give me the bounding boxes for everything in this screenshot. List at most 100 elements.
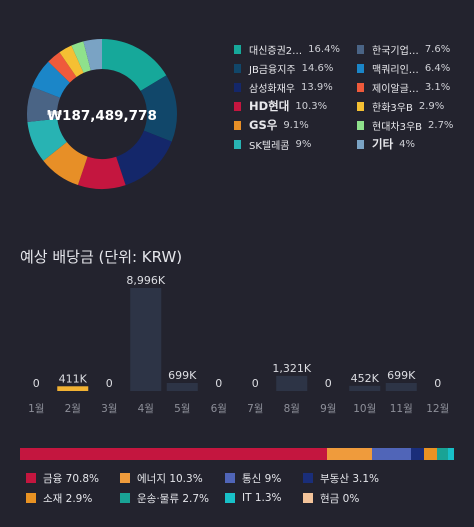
- legend-item-3[interactable]: 삼성화재우 13.9%: [234, 79, 333, 95]
- month-label: 12월: [426, 403, 449, 415]
- legend-percent: 4%: [399, 138, 416, 150]
- bar-value-label: 0: [106, 377, 113, 390]
- category-label: 금융 70.8%: [43, 472, 100, 485]
- bar-4월[interactable]: [130, 288, 162, 391]
- category-legend-item[interactable]: IT 1.3%: [225, 490, 282, 506]
- month-label: 7월: [247, 403, 263, 415]
- legend-swatch: [234, 139, 241, 149]
- category-swatch: [26, 473, 36, 483]
- category-legend-item[interactable]: 부동산 3.1%: [303, 470, 379, 486]
- legend-item-2[interactable]: JB금융지주 14.6%: [234, 60, 333, 76]
- legend-name: 현대차3우B: [372, 121, 423, 133]
- breakdown-segment-2: [326, 448, 372, 460]
- legend-item-12[interactable]: 기타 4%: [357, 136, 415, 152]
- category-legend-item[interactable]: 현금 0%: [303, 490, 359, 506]
- legend-percent: 13.9%: [301, 81, 333, 93]
- breakdown-segment-4: [410, 448, 425, 460]
- bar-11월[interactable]: [385, 382, 417, 391]
- donut-slice-4[interactable]: [77, 156, 126, 189]
- legend-name: 한국기업…: [372, 45, 419, 57]
- bar-10월[interactable]: [349, 385, 381, 391]
- breakdown-segment-1: [20, 448, 327, 460]
- bar-value-label: 699K: [168, 369, 197, 382]
- legend-item-5[interactable]: GS우 9.1%: [234, 117, 309, 133]
- bar-value-label: 8,996K: [126, 274, 165, 287]
- category-legend-item[interactable]: 에너지 10.3%: [120, 470, 203, 486]
- category-swatch: [120, 493, 130, 503]
- legend-item-7[interactable]: 한국기업… 7.6%: [357, 41, 450, 57]
- month-label: 8월: [284, 403, 300, 415]
- month-label: 4월: [138, 403, 154, 415]
- donut-slice-1[interactable]: [102, 39, 167, 91]
- month-label: 11월: [390, 403, 413, 415]
- legend-item-4[interactable]: HD현대 10.3%: [234, 98, 327, 114]
- donut-slice-5[interactable]: [43, 142, 88, 186]
- legend-swatch: [357, 44, 364, 54]
- bar-value-label: 699K: [387, 369, 416, 382]
- donut-slice-11[interactable]: [71, 41, 91, 73]
- legend-name: 삼성화재우: [249, 83, 295, 95]
- legend-percent: 3.1%: [424, 81, 451, 93]
- donut-slice-9[interactable]: [48, 52, 77, 83]
- legend-swatch: [357, 120, 364, 130]
- legend-percent: 10.3%: [295, 100, 328, 112]
- legend-swatch: [357, 82, 364, 92]
- bar-value-label: 0: [434, 377, 441, 390]
- bar-value-label: 0: [33, 377, 40, 390]
- category-legend-item[interactable]: 운송·물류 2.7%: [120, 490, 209, 506]
- bar-value-label: 1,321K: [272, 362, 311, 375]
- legend-name: JB금융지주: [249, 64, 296, 76]
- category-label: 운송·물류 2.7%: [137, 492, 209, 505]
- category-label: 소재 2.9%: [43, 492, 93, 505]
- month-label: 10월: [353, 403, 376, 415]
- category-swatch: [225, 493, 235, 503]
- legend-percent: 2.9%: [418, 100, 445, 112]
- bar-value-label: 0: [325, 377, 332, 390]
- legend-percent: 2.7%: [428, 119, 454, 131]
- donut-slice-3[interactable]: [116, 130, 172, 186]
- legend-item-8[interactable]: 맥쿼리인… 6.4%: [357, 60, 450, 76]
- breakdown-segment-6: [436, 448, 449, 460]
- donut-slice-2[interactable]: [140, 75, 178, 142]
- breakdown-segment-7: [448, 448, 454, 460]
- category-swatch: [303, 493, 313, 503]
- category-legend-item[interactable]: 통신 9%: [225, 470, 281, 486]
- legend-percent: 9.1%: [283, 119, 309, 131]
- category-label: 현금 0%: [320, 492, 360, 505]
- category-breakdown-bar: [20, 448, 454, 460]
- month-label: 2월: [65, 403, 81, 415]
- legend-name: 한화3우B: [372, 102, 413, 114]
- dividend-section-title: 예상 배당금 (단위: KRW): [20, 248, 183, 266]
- bar-value-label: 411K: [59, 372, 88, 385]
- donut-slice-8[interactable]: [32, 61, 70, 98]
- donut-slice-7[interactable]: [27, 86, 61, 122]
- donut-slice-12[interactable]: [83, 39, 102, 71]
- monthly-dividend-bar-chart: 0 1월 411K 2월 0 3월 8,996K 4월 699K 5월 0 6월 0 7월 1,321K 8월…: [28, 274, 449, 415]
- legend-item-9[interactable]: 제이알글… 3.1%: [357, 79, 450, 95]
- legend-item-11[interactable]: 현대차3우B 2.7%: [357, 117, 453, 133]
- bar-8월[interactable]: [276, 375, 308, 391]
- legend-percent: 16.4%: [308, 43, 340, 55]
- category-label: IT 1.3%: [242, 492, 282, 504]
- legend-percent: 7.6%: [424, 43, 451, 55]
- legend-swatch: [234, 120, 241, 130]
- month-label: 9월: [320, 403, 336, 415]
- donut-slice-10[interactable]: [59, 45, 84, 77]
- category-legend-item[interactable]: 소재 2.9%: [26, 490, 92, 506]
- legend-item-1[interactable]: 대신증권2… 16.4%: [234, 41, 340, 57]
- legend-item-6[interactable]: SK텔레콤 9%: [234, 136, 311, 152]
- legend-swatch: [357, 63, 364, 73]
- month-label: 5월: [174, 403, 190, 415]
- category-label: 부동산 3.1%: [320, 472, 379, 485]
- legend-item-10[interactable]: 한화3우B 2.9%: [357, 98, 444, 114]
- bar-5월[interactable]: [166, 382, 198, 391]
- donut-slice-6[interactable]: [27, 118, 67, 161]
- breakdown-segment-5: [424, 448, 437, 460]
- legend-percent: 9%: [295, 138, 312, 150]
- category-legend-item[interactable]: 금융 70.8%: [26, 470, 99, 486]
- bar-2월[interactable]: [57, 386, 89, 391]
- category-label: 에너지 10.3%: [137, 472, 203, 485]
- month-label: 3월: [101, 403, 117, 415]
- legend-name: 대신증권2…: [249, 45, 303, 57]
- holdings-donut-chart: [27, 39, 178, 189]
